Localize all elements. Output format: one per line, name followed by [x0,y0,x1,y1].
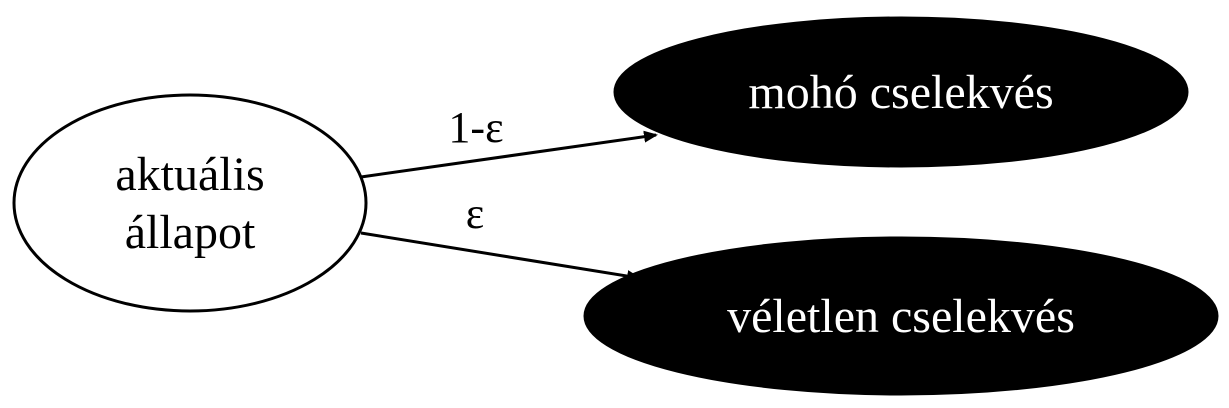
random-action-label: véletlen cselekvés [727,290,1075,343]
node-random-action: véletlen cselekvés [583,236,1219,396]
edge-to-greedy-line [360,130,658,179]
edge-to-greedy-label: 1-ε [448,103,503,152]
node-greedy-action: mohó cselekvés [613,16,1189,168]
current-state-label-line1: aktuális [115,148,264,201]
edge-to-random-label: ε [466,189,484,238]
random-action-ellipse [583,236,1219,396]
edge-to-greedy: 1-ε [360,103,658,179]
node-current-state: aktuális állapot [12,93,368,313]
greedy-action-ellipse [613,16,1189,168]
edge-to-random: ε [360,189,641,283]
current-state-label-line2: állapot [125,206,256,259]
current-state-ellipse [12,93,368,313]
greedy-action-label: mohó cselekvés [748,66,1053,119]
edge-to-random-line [360,231,641,283]
